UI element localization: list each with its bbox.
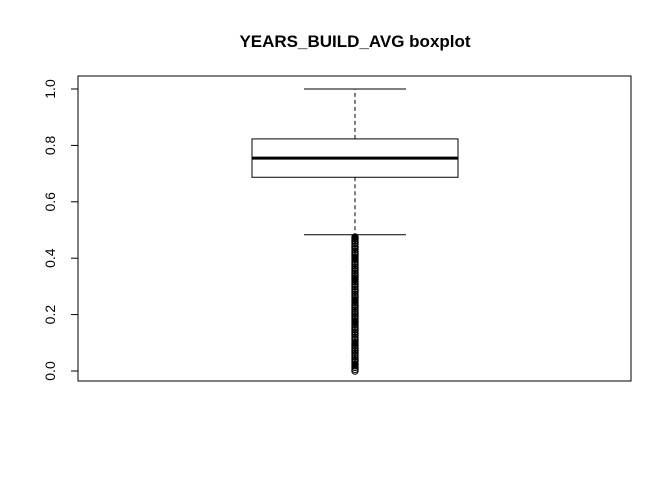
outlier-point-overlap [351, 360, 359, 368]
outlier-point [351, 349, 359, 357]
y-tick-label: 0.2 [42, 305, 58, 325]
outlier-point [351, 285, 359, 293]
outlier-point-overlap [351, 339, 359, 347]
outlier-point [351, 247, 359, 256]
y-tick-label: 1.0 [42, 79, 58, 99]
y-tick-label: 0.6 [42, 192, 58, 212]
outlier-point-overlap [351, 318, 359, 326]
outlier-point-overlap [351, 233, 359, 241]
outlier-point-overlap [351, 254, 359, 262]
y-tick-label: 0.4 [42, 248, 58, 268]
outlier-point-overlap [351, 297, 359, 304]
outlier-point [351, 306, 359, 315]
y-axis: 0.0 0.2 0.4 0.6 0.8 1.0 [42, 79, 79, 381]
y-tick-label: 0.8 [42, 135, 58, 155]
outlier-point-overlap [351, 275, 359, 283]
outlier-point [351, 242, 359, 250]
outlier-point [351, 263, 359, 272]
boxplot [251, 88, 459, 236]
outlier-point [351, 328, 359, 336]
outlier-points [351, 233, 359, 375]
y-tick-label: 0.0 [42, 361, 58, 381]
chart-title: YEARS_BUILD_AVG boxplot [239, 32, 470, 51]
